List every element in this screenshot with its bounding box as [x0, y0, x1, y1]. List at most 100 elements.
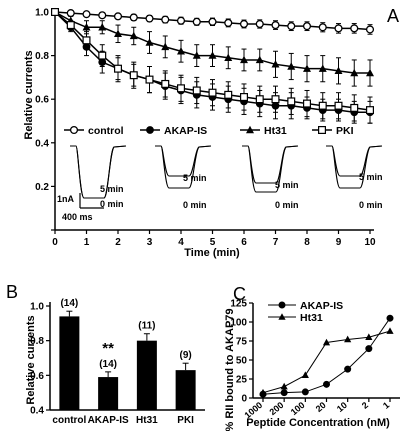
data-point-pki — [224, 90, 233, 99]
trace-label-0-min: 0 min — [359, 200, 383, 210]
panel-c-xlabel: Peptide Concentration (nM) — [246, 417, 390, 429]
panel-c-ylabel: % RII bound to AKAP79 — [224, 308, 236, 431]
n-label: (11) — [138, 321, 155, 332]
data-point-control — [271, 21, 280, 30]
panel-a-y-tick-label: 0.2 — [35, 182, 49, 193]
current-trace — [242, 145, 299, 193]
data-point-control — [129, 13, 138, 22]
data-point-control — [302, 22, 312, 31]
data-point-ht31 — [145, 38, 154, 46]
panel-a-chart: 0 1 2 3 4 5 6 7 8 9 10 0.2 0.4 0.6 0.8 1.0 Relative cur… — [23, 8, 383, 260]
panel-c-x-tick-label: 2 — [360, 400, 370, 411]
panel-c-y-tick-label: 0 — [241, 394, 247, 405]
data-point-control — [82, 10, 91, 19]
panel-a-x-tick-label: 1 — [84, 237, 90, 248]
data-point-ht31 — [280, 382, 288, 390]
data-point-pki — [66, 21, 75, 30]
panel-b-bars: (14) control (14) ** AKAP-IS (11) Ht31 (9) PKI — [52, 298, 196, 426]
data-point-ht31 — [287, 62, 296, 70]
data-point-pki — [271, 95, 280, 104]
current-trace — [326, 145, 383, 189]
panel-b-ylabel: Relative currents — [25, 315, 37, 404]
data-point-control — [113, 12, 123, 21]
data-point-ht31 — [365, 333, 373, 340]
data-point-control — [66, 9, 75, 18]
panel-label-b: B — [6, 282, 18, 302]
n-label: (9) — [180, 350, 192, 361]
data-point-pki — [240, 93, 249, 102]
legend-label-ht31: Ht31 — [264, 125, 287, 137]
data-point-ht31 — [255, 55, 264, 64]
data-point-ht31 — [350, 68, 359, 77]
bar-ht31 — [136, 340, 157, 410]
panel-c-x-tick-label: 10 — [335, 400, 349, 414]
trace-label-5-min: 5 min — [100, 184, 124, 194]
trace-label-5-min: 5 min — [183, 173, 207, 183]
data-point-ht31 — [334, 66, 343, 75]
panel-a-x-tick-label: 7 — [273, 237, 279, 248]
data-point-pki — [192, 86, 201, 95]
data-point-ht31 — [301, 371, 309, 378]
panel-label-c: C — [233, 284, 246, 304]
bar-pki — [175, 370, 196, 410]
data-point-control — [239, 19, 249, 29]
data-point-pki — [287, 97, 296, 106]
legend-label-akap-is: AKAP-IS — [164, 125, 207, 137]
significance-marker: ** — [102, 340, 114, 357]
data-point-ht31 — [114, 29, 122, 37]
panel-c-y-tick-label: 100 — [230, 318, 247, 329]
data-point-pki — [303, 99, 312, 108]
data-point-akap-is — [344, 365, 352, 373]
data-point-control — [224, 18, 233, 27]
data-point-pki — [208, 88, 217, 97]
trace-label-0-min: 0 min — [275, 200, 299, 210]
panel-a-legend: control AKAP-IS Ht31 PKI — [64, 125, 354, 137]
bar-control — [59, 316, 80, 410]
data-point-ht31 — [344, 335, 352, 343]
panel-a-xlabel: Time (min) — [184, 247, 240, 259]
data-point-ht31 — [240, 55, 248, 64]
panel-c-x-tick-label: 100 — [289, 400, 307, 417]
data-point-control — [161, 15, 170, 24]
n-label: (14) — [60, 298, 78, 309]
panel-c-y-tick-label: 25 — [236, 375, 248, 386]
data-point-ht31 — [259, 388, 267, 396]
panel-c-series — [259, 314, 394, 398]
legend-marker-ht31 — [246, 125, 254, 134]
data-point-ht31 — [82, 23, 91, 31]
panel-a-current-traces: 5 min 0 min 5 min 0 min 5 min 0 min 5 min 0 min… — [57, 145, 383, 222]
data-point-ht31 — [177, 47, 185, 55]
data-point-pki — [318, 101, 327, 110]
data-point-akap-is — [301, 388, 309, 396]
data-point-akap-is — [386, 314, 394, 322]
trace-label-0-min: 0 min — [183, 200, 207, 210]
panel-c-y-tick-label: 75 — [236, 337, 248, 348]
data-point-ht31 — [192, 51, 201, 59]
legend-label-akap-is: AKAP-IS — [300, 300, 343, 312]
data-point-control — [98, 11, 107, 20]
data-point-pki — [255, 95, 264, 104]
trace-label-5-min: 5 min — [275, 180, 299, 190]
panel-c-y-tick-label: 125 — [230, 299, 247, 310]
panel-c-x-tick-label: 20 — [314, 400, 328, 414]
panel-b-chart: 0.4 0.6 0.8 1.0 (14) control (14) ** AKAP-IS (11… — [25, 298, 205, 426]
data-point-ht31 — [98, 23, 107, 31]
data-point-control — [287, 22, 296, 31]
panel-a-x-tick-label: 9 — [336, 237, 342, 248]
panel-label-a: A — [387, 6, 399, 26]
data-point-ht31 — [322, 338, 331, 346]
data-point-pki — [366, 106, 375, 115]
data-point-control — [208, 17, 217, 26]
panel-a-x-tick-label: 10 — [364, 237, 376, 248]
panel-a-x-tick-label: 8 — [304, 237, 310, 248]
bar-akap-is — [98, 377, 119, 410]
data-point-akap-is — [323, 380, 330, 388]
panel-b-category-label: PKI — [177, 415, 194, 426]
data-point-control — [192, 17, 201, 26]
panel-b-y-tick-label: 0.6 — [30, 371, 44, 382]
data-point-pki — [113, 64, 122, 73]
data-point-ht31 — [318, 64, 327, 72]
